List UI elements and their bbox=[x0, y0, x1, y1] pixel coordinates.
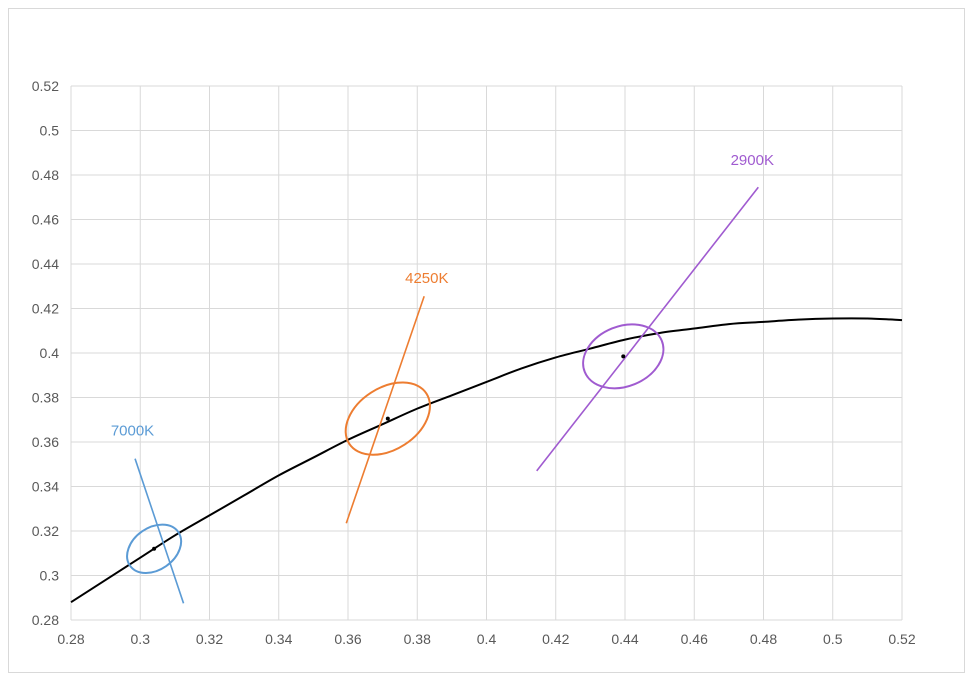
y-tick-label: 0.42 bbox=[32, 301, 59, 317]
y-tick-label: 0.48 bbox=[32, 167, 59, 183]
locus-line bbox=[70, 317, 903, 604]
isotherm-line bbox=[345, 296, 425, 524]
y-tick-label: 0.34 bbox=[32, 479, 59, 495]
tolerance-ellipse bbox=[126, 523, 183, 574]
x-tick-label: 0.4 bbox=[477, 631, 497, 647]
x-tick-label: 0.44 bbox=[611, 631, 638, 647]
tolerance-ellipse bbox=[344, 381, 431, 456]
y-tick-label: 0.28 bbox=[32, 612, 59, 628]
y-tick-label: 0.5 bbox=[40, 123, 60, 139]
x-tick-label: 0.34 bbox=[265, 631, 292, 647]
y-tick-label: 0.52 bbox=[32, 78, 59, 94]
center-point bbox=[385, 416, 390, 421]
annotation-label: 7000K bbox=[111, 422, 154, 439]
y-tick-label: 0.44 bbox=[32, 256, 59, 272]
annotation-4250k: 4250K bbox=[344, 270, 449, 524]
grid bbox=[70, 85, 903, 621]
y-axis-ticks: 0.28 0.3 0.32 0.34 0.36 0.38 0.4 0.42 0.44 0.46 0.… bbox=[32, 78, 59, 628]
annotation-7000k: 7000K bbox=[111, 422, 185, 604]
x-tick-label: 0.28 bbox=[57, 631, 84, 647]
x-tick-label: 0.52 bbox=[888, 631, 915, 647]
x-tick-label: 0.36 bbox=[334, 631, 361, 647]
annotation-label: 4250K bbox=[405, 270, 448, 287]
tolerance-ellipse bbox=[582, 323, 665, 390]
isotherm-line bbox=[134, 458, 185, 604]
x-tick-label: 0.3 bbox=[131, 631, 151, 647]
x-tick-label: 0.5 bbox=[823, 631, 843, 647]
isotherm-line bbox=[536, 186, 759, 472]
x-tick-label: 0.48 bbox=[750, 631, 777, 647]
y-tick-label: 0.4 bbox=[40, 345, 60, 361]
x-tick-label: 0.46 bbox=[681, 631, 708, 647]
annotation-2900k: 2900K bbox=[536, 152, 774, 472]
y-tick-label: 0.38 bbox=[32, 390, 59, 406]
annotation-label: 2900K bbox=[731, 152, 774, 169]
x-tick-label: 0.38 bbox=[404, 631, 431, 647]
planckian-locus bbox=[70, 317, 903, 604]
x-tick-label: 0.42 bbox=[542, 631, 569, 647]
y-tick-label: 0.46 bbox=[32, 212, 59, 228]
annotations: 7000K 4250K 2900K bbox=[111, 152, 774, 604]
x-tick-label: 0.32 bbox=[196, 631, 223, 647]
y-tick-label: 0.36 bbox=[32, 434, 59, 450]
center-point bbox=[621, 354, 626, 359]
y-tick-label: 0.3 bbox=[40, 568, 60, 584]
y-tick-label: 0.32 bbox=[32, 523, 59, 539]
x-axis-ticks: 0.28 0.3 0.32 0.34 0.36 0.38 0.4 0.42 0.44 0.46 0.… bbox=[57, 631, 915, 647]
center-point bbox=[152, 546, 157, 551]
